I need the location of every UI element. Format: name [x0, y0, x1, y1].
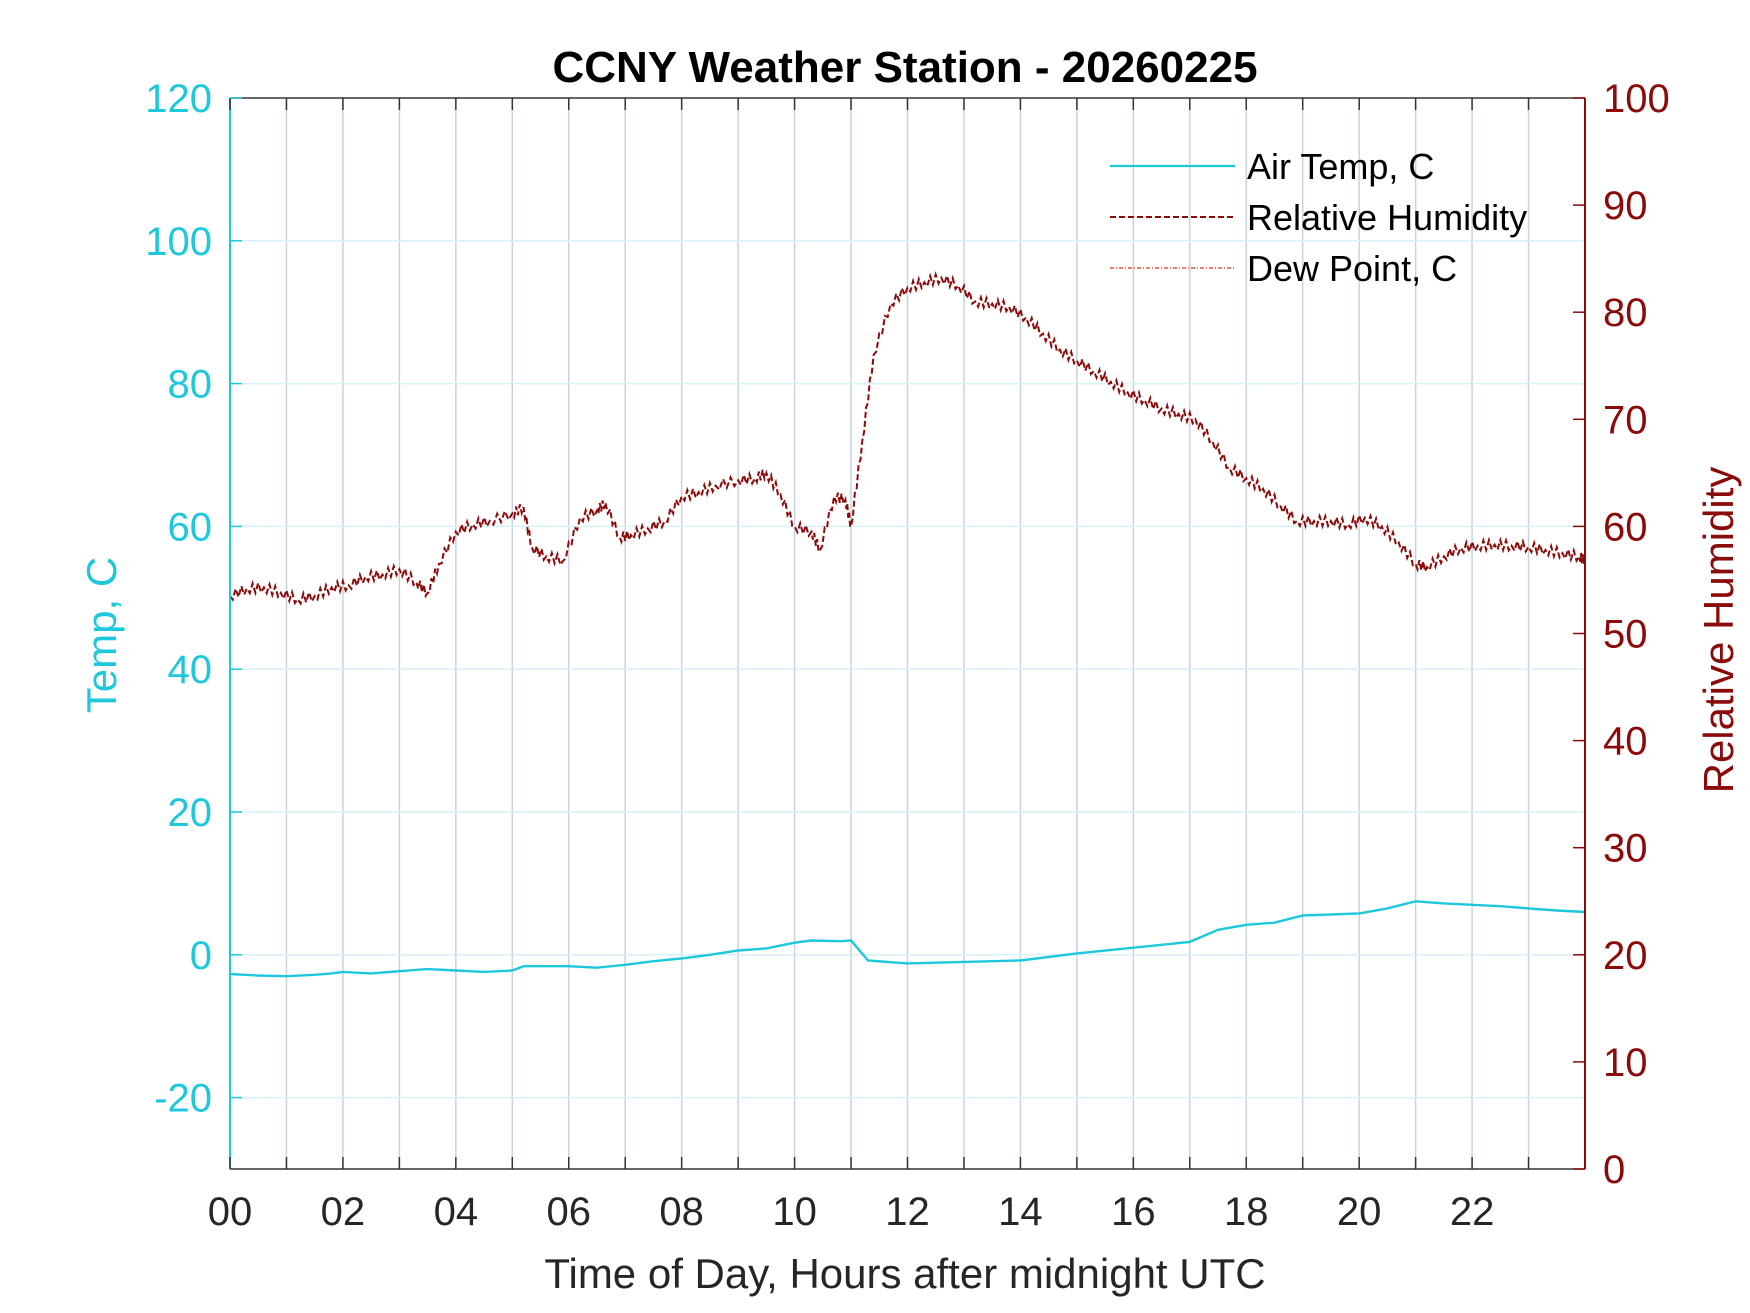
- y-left-tick-label: -20: [154, 1077, 212, 1121]
- x-tick-label: 14: [998, 1190, 1043, 1234]
- y-right-tick-label: 10: [1603, 1041, 1648, 1085]
- x-tick-label: 12: [885, 1190, 930, 1234]
- x-tick-label: 00: [208, 1190, 253, 1234]
- series-layer: [229, 270, 1586, 978]
- x-tick-label: 04: [434, 1190, 479, 1234]
- y-right-tick-label: 90: [1603, 184, 1648, 228]
- y-right-tick-label: 0: [1603, 1148, 1625, 1192]
- y-right-tick-label: 60: [1603, 505, 1648, 549]
- y-left-tick-label: 20: [168, 791, 213, 835]
- x-tick-label: 20: [1337, 1190, 1382, 1234]
- y-right-axis-label: Relative Humidity: [1695, 467, 1742, 794]
- x-tick-label: 10: [772, 1190, 817, 1234]
- y-left-tick-label: 80: [168, 363, 213, 407]
- y-right-tick-label: 40: [1603, 720, 1648, 764]
- y-right-tick-label: 50: [1603, 613, 1648, 657]
- x-tick-label: 06: [547, 1190, 592, 1234]
- x-tick-label: 22: [1450, 1190, 1495, 1234]
- legend-label: Dew Point, C: [1247, 248, 1457, 289]
- grid: [230, 98, 1585, 1169]
- y-left-tick-label: 60: [168, 505, 213, 549]
- x-tick-label: 08: [659, 1190, 704, 1234]
- y-left-tick-label: 40: [168, 648, 213, 692]
- y-left-tick-label: 100: [145, 220, 212, 264]
- x-tick-label: 18: [1224, 1190, 1269, 1234]
- y-left-tick-label: 0: [190, 934, 212, 978]
- legend: Air Temp, C Relative Humidity Dew Point, C: [1110, 146, 1527, 289]
- legend-label: Air Temp, C: [1247, 146, 1434, 187]
- y-left-tick-label: 120: [145, 77, 212, 121]
- legend-label: Relative Humidity: [1247, 197, 1527, 238]
- relative-humidity-series-line: [229, 270, 1586, 606]
- chart-title: CCNY Weather Station - 20260225: [552, 43, 1257, 92]
- y-left-axis-label: Temp, C: [78, 557, 125, 713]
- x-axis-label: Time of Day, Hours after midnight UTC: [544, 1250, 1265, 1297]
- y-right-tick-label: 100: [1603, 77, 1670, 121]
- y-right-tick-label: 30: [1603, 827, 1648, 871]
- y-right-tick-label: 20: [1603, 934, 1648, 978]
- y-right-tick-label: 80: [1603, 291, 1648, 335]
- axes: 00 02 04 06 08 10 12 14 16 18 20 22-200204060801001…: [145, 77, 1670, 1234]
- x-tick-label: 16: [1111, 1190, 1156, 1234]
- air-temp-series-line: [229, 900, 1586, 978]
- x-tick-label: 02: [321, 1190, 366, 1234]
- y-right-tick-label: 70: [1603, 398, 1648, 442]
